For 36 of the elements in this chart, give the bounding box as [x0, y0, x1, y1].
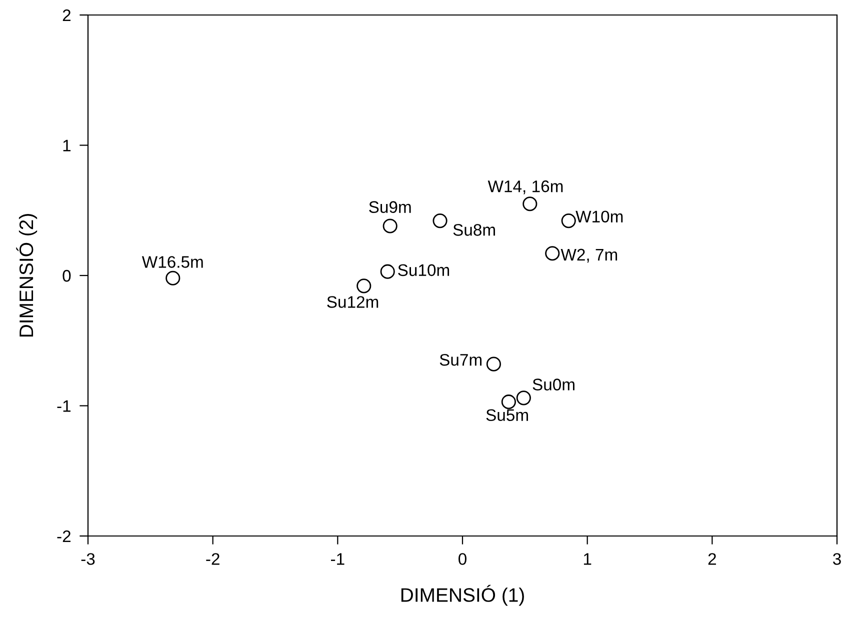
- x-tick-label: 3: [833, 553, 841, 565]
- y-tick-label: -2: [57, 530, 70, 542]
- y-tick-label: 0: [62, 270, 71, 282]
- point: [382, 218, 398, 234]
- x-tick-label: 1: [584, 553, 592, 565]
- annotation: Su7m: [440, 354, 482, 366]
- annotation: Su5m: [486, 409, 528, 422]
- annotation: Su0m: [532, 378, 574, 390]
- point: [356, 278, 372, 294]
- point: [432, 214, 448, 228]
- point: [166, 270, 180, 286]
- y-axis-title: DIMENSIÓ (2): [16, 214, 38, 337]
- annotation: Su10m: [398, 264, 450, 276]
- annotation: Su12m: [327, 296, 378, 308]
- y-tick-label: -1: [57, 400, 71, 412]
- x-tick-label: 0: [458, 553, 466, 565]
- annotation: W10m: [576, 210, 623, 222]
- x-axis-title: DIMENSIÓ (1): [401, 584, 524, 606]
- point: [486, 356, 501, 372]
- annotation: W14, 16m: [488, 180, 563, 194]
- annotation: W2, 7m: [560, 248, 618, 263]
- x-tick-label: -3: [81, 553, 95, 565]
- x-tick-label: 2: [708, 553, 716, 565]
- annotation: Su9m: [369, 201, 411, 213]
- x-tick-label: -2: [206, 553, 220, 565]
- x-tick-label: -1: [330, 553, 344, 565]
- point: [501, 394, 516, 410]
- annotation: Su8m: [453, 224, 495, 236]
- point: [380, 264, 395, 279]
- y-tick-label: 1: [63, 140, 71, 152]
- y-tick-label: 2: [62, 9, 70, 22]
- annotation: W16.5m: [142, 256, 203, 268]
- point: [561, 214, 576, 228]
- point: [516, 390, 531, 406]
- point: [522, 196, 538, 212]
- point: [545, 246, 560, 261]
